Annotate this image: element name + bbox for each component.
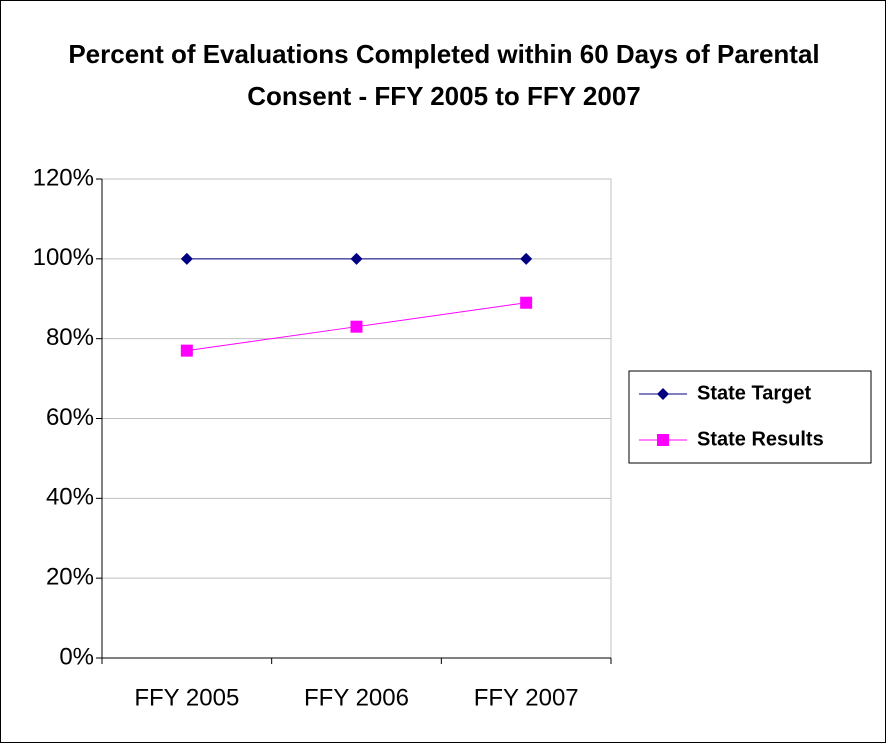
legend-marker bbox=[657, 388, 669, 400]
x-tick-label: FFY 2007 bbox=[474, 684, 579, 711]
y-tick-label: 20% bbox=[46, 564, 94, 591]
legend-box bbox=[628, 370, 872, 464]
data-point bbox=[520, 252, 533, 265]
data-point bbox=[180, 252, 193, 265]
x-tick-label: FFY 2005 bbox=[134, 684, 239, 711]
data-point bbox=[180, 344, 193, 357]
legend-marker bbox=[657, 434, 669, 446]
chart-title: Percent of Evaluations Completed within … bbox=[68, 39, 820, 111]
y-tick-label: 60% bbox=[46, 404, 94, 431]
data-point bbox=[520, 296, 533, 309]
y-tick-label: 120% bbox=[33, 164, 94, 191]
data-point bbox=[350, 252, 363, 265]
y-tick-label: 80% bbox=[46, 324, 94, 351]
y-tick-label: 0% bbox=[59, 643, 94, 670]
y-tick-label: 100% bbox=[33, 244, 94, 271]
data-point bbox=[350, 320, 363, 333]
x-tick-label: FFY 2006 bbox=[304, 684, 409, 711]
legend-label: State Results bbox=[697, 428, 824, 450]
y-tick-label: 40% bbox=[46, 484, 94, 511]
legend-label: State Target bbox=[697, 382, 811, 404]
